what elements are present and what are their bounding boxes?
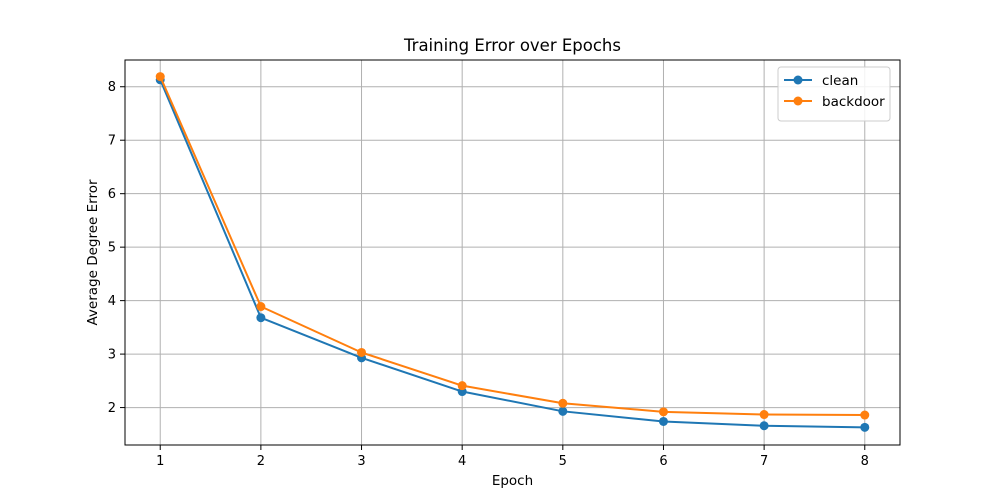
y-axis-label: Average Degree Error — [85, 179, 101, 326]
x-tick-label: 8 — [861, 454, 869, 469]
data-point-backdoor — [558, 398, 568, 408]
y-tick-label: 2 — [108, 401, 116, 416]
x-tick-label: 4 — [458, 454, 466, 469]
x-axis-label: Epoch — [492, 473, 533, 489]
data-point-backdoor — [256, 302, 266, 312]
x-tick-label: 3 — [357, 454, 365, 469]
legend-marker-clean — [793, 75, 803, 85]
y-tick-label: 6 — [108, 187, 116, 202]
data-point-clean — [658, 416, 668, 426]
data-point-backdoor — [155, 72, 165, 82]
data-point-backdoor — [860, 410, 870, 420]
y-tick-label: 7 — [108, 134, 116, 149]
legend-label-clean: clean — [822, 73, 858, 89]
y-tick-label: 4 — [108, 294, 116, 309]
data-point-clean — [558, 406, 568, 416]
y-tick-label: 8 — [108, 80, 116, 95]
data-point-clean — [256, 313, 266, 323]
x-tick-label: 1 — [156, 454, 164, 469]
series-layer — [155, 72, 870, 432]
chart-title: Training Error over Epochs — [403, 36, 621, 55]
tick-layer: 1 2 3 4 5 6 7 8 2 3 4 5 6 7 8 — [108, 80, 869, 469]
data-point-backdoor — [357, 347, 367, 357]
series-clean — [155, 75, 870, 432]
y-tick-label: 3 — [108, 348, 116, 363]
y-tick-label: 5 — [108, 241, 116, 256]
plot-frame — [124, 59, 901, 446]
series-line-clean — [159, 79, 865, 429]
data-point-backdoor — [658, 407, 668, 417]
legend: clean backdoor — [777, 66, 891, 122]
x-tick-label: 7 — [760, 454, 768, 469]
series-line-backdoor — [159, 76, 865, 417]
x-tick-label: 6 — [659, 454, 667, 469]
x-tick-label: 5 — [559, 454, 567, 469]
data-point-backdoor — [759, 410, 769, 420]
data-point-backdoor — [457, 381, 467, 391]
legend-label-backdoor: backdoor — [822, 94, 885, 110]
legend-marker-backdoor — [793, 96, 803, 106]
data-point-clean — [759, 421, 769, 431]
data-point-clean — [860, 422, 870, 432]
series-backdoor — [155, 72, 870, 420]
x-tick-label: 2 — [257, 454, 265, 469]
